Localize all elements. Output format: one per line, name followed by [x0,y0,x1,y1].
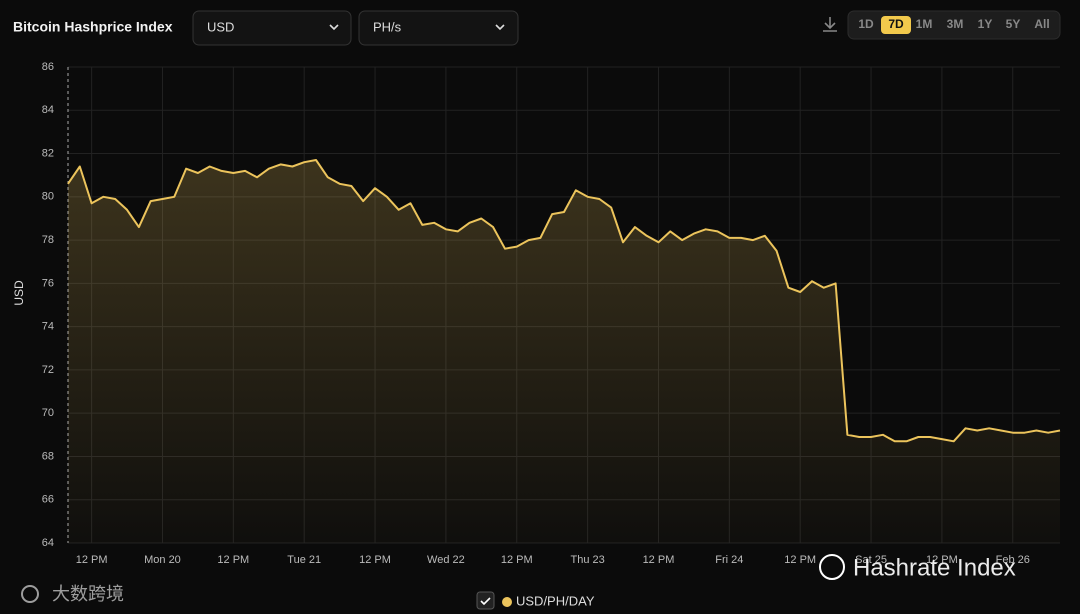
x-tick-label: 12 PM [359,554,391,566]
watermark: 大数跨境 [52,584,124,604]
y-tick-label: 82 [42,147,54,159]
legend-swatch [502,597,512,607]
y-tick-label: 72 [42,364,54,376]
x-tick-label: 12 PM [643,554,675,566]
y-tick-label: 74 [42,321,54,333]
dropdown-value[interactable]: PH/s [373,19,402,34]
y-tick-label: 80 [42,191,54,203]
y-tick-label: 66 [42,494,54,506]
x-tick-label: Sat 25 [855,554,887,566]
range-button[interactable]: 1D [858,17,874,31]
chart: 64 66 68 70 72 74 76 78 80 82 84 86 12 PM Mon 20 12 PM… [12,61,1061,610]
watermark-icon [819,554,845,580]
dropdown-box[interactable] [192,10,352,46]
x-tick-label: Tue 21 [287,554,321,566]
legend-checkbox[interactable] [476,591,495,610]
unit-dropdown[interactable]: PH/s [358,10,519,46]
x-tick-label: 12 PM [217,554,249,566]
range-button[interactable]: 5Y [1006,17,1021,31]
x-tick-label: 12 PM [501,554,533,566]
range-buttons: 1D 7D 1M 3M 1Y 5Y All [858,16,1050,34]
y-tick-label: 84 [42,104,54,116]
area [68,160,1060,543]
range-button[interactable]: 1M [916,17,933,31]
download-icon[interactable] [823,17,837,32]
x-tick-label: Thu 23 [570,554,604,566]
range-button[interactable]: 1Y [978,17,993,31]
x-tick-label: Wed 22 [427,554,465,566]
range-highlight[interactable] [881,16,911,34]
y-tick-label: 64 [42,537,54,549]
legend-label: USD/PH/DAY [516,593,595,608]
download-button[interactable] [823,17,837,32]
x-tick-label: Fri 24 [715,554,743,566]
x-tick-label: 12 PM [784,554,816,566]
range-button[interactable]: 7D [888,17,904,31]
dropdown-value[interactable]: USD [207,19,234,34]
y-tick-label: 70 [42,407,54,419]
y-axis-label: USD [12,280,26,306]
check-mark[interactable] [480,597,491,606]
x-tick-label: Feb 26 [996,554,1030,566]
x-tick-label: 12 PM [76,554,108,566]
dropdown-box[interactable] [358,10,519,46]
range-button[interactable]: 3M [947,17,964,31]
y-tick-label: 76 [42,277,54,289]
chevron [495,24,505,31]
watermark-icon [21,585,39,603]
y-tick-label: 68 [42,450,54,462]
page-title: Bitcoin Hashprice Index [13,19,173,35]
x-tick-label: 12 PM [926,554,958,566]
line [67,159,1061,443]
watermark: Hashrate Index [853,554,1016,581]
chevron [329,24,339,31]
currency-dropdown[interactable]: USD [192,10,352,46]
y-tick-label: 78 [42,234,54,246]
x-tick-label: Mon 20 [144,554,181,566]
y-tick-label: 86 [42,61,54,73]
range-button[interactable]: All [1034,17,1049,31]
